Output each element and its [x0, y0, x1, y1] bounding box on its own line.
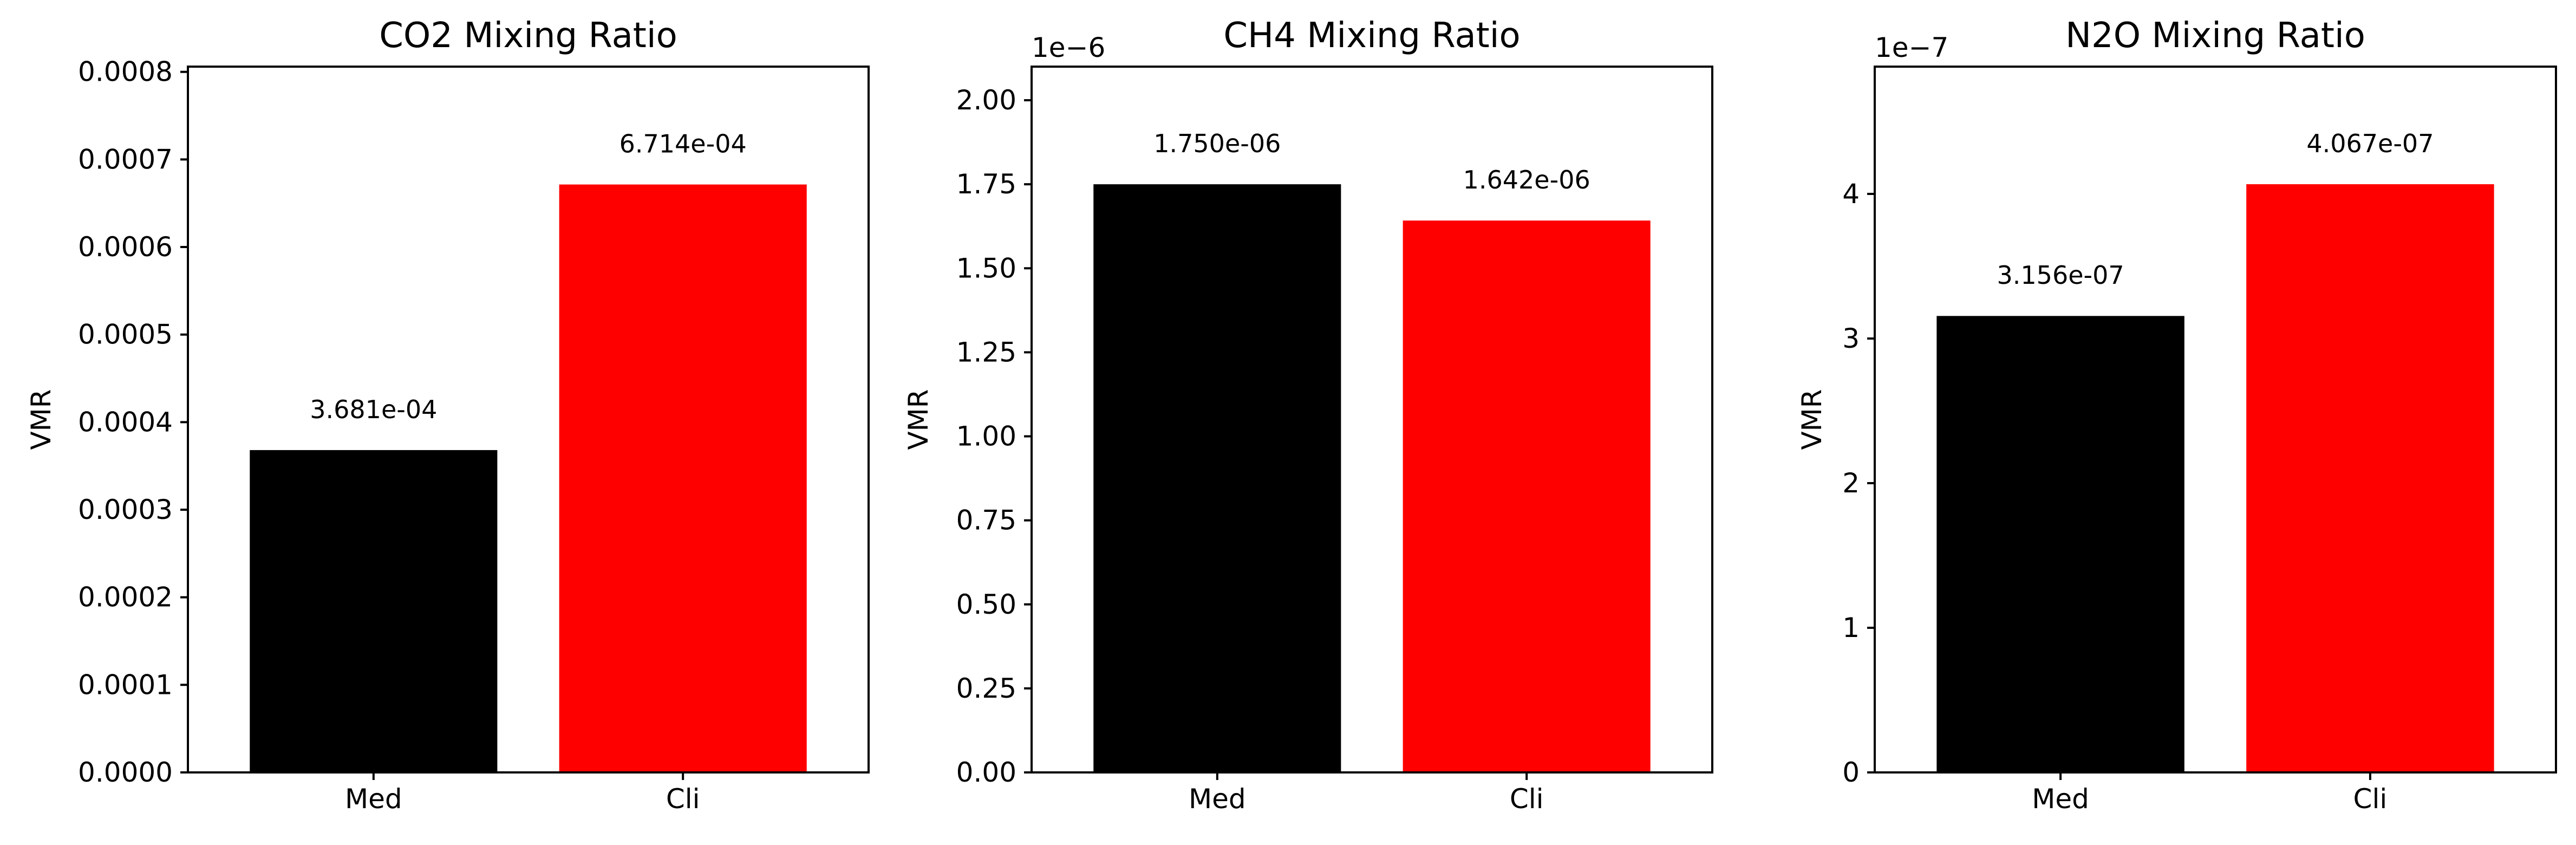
bar-value-label: 3.156e-07 — [1997, 261, 2124, 290]
y-tick-label: 0.50 — [956, 589, 1016, 620]
y-tick-label: 1.00 — [956, 421, 1016, 452]
bar-value-label: 4.067e-07 — [2306, 129, 2434, 158]
y-tick-label: 0.0006 — [78, 231, 173, 263]
bar-med — [1093, 184, 1341, 773]
y-tick-label: 2.00 — [956, 84, 1016, 116]
y-tick-label: 0.0004 — [78, 406, 173, 438]
chart-title: CO2 Mixing Ratio — [379, 16, 677, 56]
bar-value-label: 3.681e-04 — [310, 395, 437, 424]
y-tick-label: 2 — [1842, 467, 1860, 499]
y-tick-label: 3 — [1842, 323, 1860, 354]
chart-panel-2: 1.750e-06 Med 1.642e-06 Cli 0.00 0.25 0.50 0.75… — [903, 16, 1713, 815]
x-tick-label: Cli — [666, 783, 700, 815]
bar-value-label: 1.750e-06 — [1153, 129, 1281, 158]
bar-value-label: 1.642e-06 — [1463, 165, 1590, 194]
bar-cli — [2246, 184, 2494, 773]
bar-cli — [1403, 220, 1651, 772]
y-tick-label: 1.75 — [956, 168, 1016, 200]
y-tick-label: 0.0005 — [78, 319, 173, 350]
y-tick-label: 0.25 — [956, 673, 1016, 704]
x-tick-label: Cli — [1510, 783, 1544, 815]
bar-value-label: 6.714e-04 — [619, 129, 747, 158]
y-tick-label: 0.00 — [956, 757, 1016, 788]
chart-title: CH4 Mixing Ratio — [1223, 16, 1520, 56]
y-tick-label: 1.25 — [956, 336, 1016, 368]
axes-frame — [1874, 66, 2557, 774]
y-tick-label: 0.0007 — [78, 144, 173, 175]
axes-frame — [187, 66, 870, 774]
bar-med — [1936, 316, 2184, 772]
chart-title: N2O Mixing Ratio — [2065, 16, 2365, 56]
x-tick-label: Med — [1189, 783, 1246, 815]
chart-panel-1: 3.681e-04 Med 6.714e-04 Cli 0.0000 0.0001 0.00… — [25, 16, 870, 815]
x-tick-label: Med — [2032, 783, 2089, 815]
y-offset-text: 1e−6 — [1032, 32, 1105, 63]
axes-frame — [1031, 66, 1713, 774]
y-tick-label: 0.0001 — [78, 669, 173, 700]
x-tick-label: Cli — [2353, 783, 2388, 815]
y-tick-label: 1.50 — [956, 252, 1016, 284]
chart-panel-3: 3.156e-07 Med 4.067e-07 Cli 0 1 2 3 4 N2O Mixing … — [1796, 16, 2557, 815]
y-tick-label: 0.0000 — [78, 757, 173, 788]
y-tick-label: 0 — [1842, 757, 1860, 788]
y-tick-label: 0.75 — [956, 505, 1016, 536]
y-axis-label: VMR — [903, 389, 934, 450]
y-offset-text: 1e−7 — [1875, 32, 1948, 63]
x-tick-label: Med — [345, 783, 402, 815]
y-axis-label: VMR — [25, 389, 57, 450]
y-tick-label: 0.0002 — [78, 582, 173, 613]
bar-cli — [559, 184, 807, 772]
y-axis-label: VMR — [1796, 389, 1828, 450]
y-tick-label: 4 — [1842, 178, 1860, 210]
y-tick-label: 1 — [1842, 612, 1860, 644]
y-tick-label: 0.0008 — [78, 56, 173, 88]
bar-med — [250, 450, 498, 772]
y-tick-label: 0.0003 — [78, 494, 173, 525]
